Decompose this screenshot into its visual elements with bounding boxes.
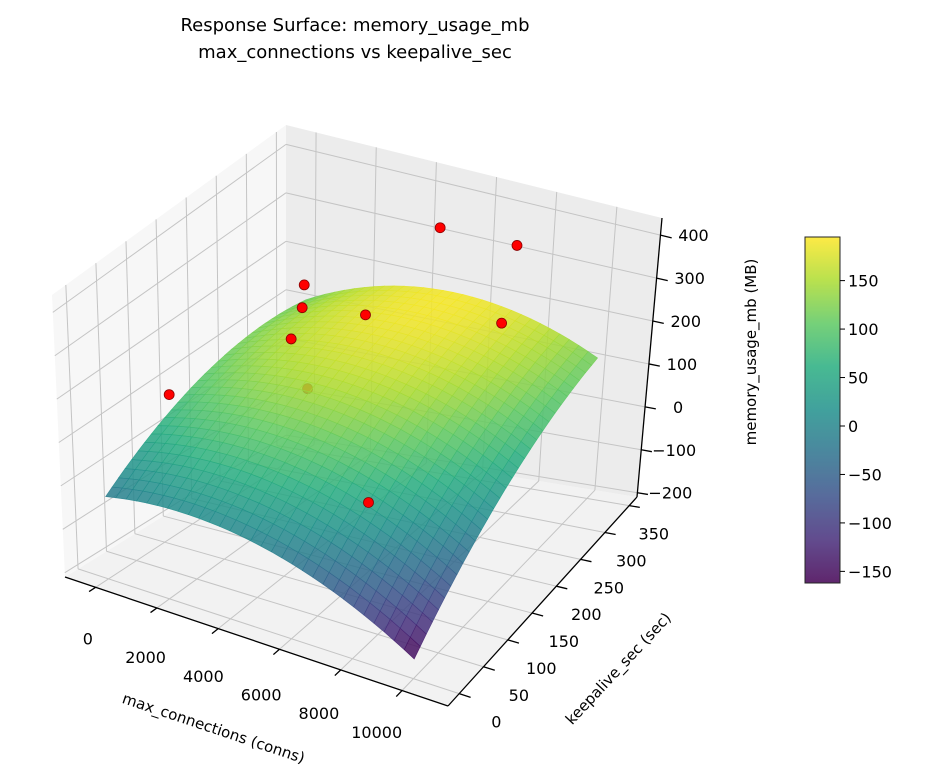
x-tick-label: 6000 <box>241 686 282 705</box>
z-gridline <box>285 192 657 279</box>
y-tick-label: 250 <box>594 578 625 597</box>
y-axis-line <box>447 496 638 707</box>
scatter-point <box>434 222 446 234</box>
z-tick <box>644 406 656 410</box>
axis-lines <box>64 217 672 707</box>
y-tick-label: 0 <box>491 713 501 732</box>
colorbar-tick-label: 100 <box>848 320 879 339</box>
colorbar-tick-label: −150 <box>848 562 892 581</box>
x-tick <box>272 648 280 656</box>
z-axis-label: memory_usage_mb (MB) <box>742 259 761 446</box>
z-tick-label: 0 <box>673 398 683 417</box>
scatter-points <box>163 222 523 508</box>
z-gridline <box>285 240 653 322</box>
y-tick <box>556 585 568 590</box>
y-tick-label: 200 <box>571 605 602 624</box>
y-gridline <box>95 263 107 552</box>
y-tick <box>483 666 495 671</box>
z-tick-label: 100 <box>667 355 698 374</box>
y-tick <box>507 639 520 644</box>
z-tick-label: 400 <box>678 226 709 245</box>
colorbar-tick-label: −50 <box>848 465 882 484</box>
y-gridline <box>77 568 460 695</box>
scatter-point <box>496 317 508 329</box>
scatter-point <box>298 279 310 291</box>
z-tick-label: −200 <box>648 484 692 503</box>
z-tick <box>637 492 649 496</box>
x-tick-label: 0 <box>83 629 93 648</box>
x-tick-label: 4000 <box>183 667 224 686</box>
x-tick <box>395 690 403 697</box>
x-tick <box>334 669 342 677</box>
z-tick <box>641 449 653 453</box>
scatter-point <box>360 309 371 321</box>
chart-title: Response Surface: memory_usage_mb <box>180 15 529 36</box>
y-tick <box>580 558 592 563</box>
y-gridline <box>65 284 79 569</box>
z-tick-label: 200 <box>670 312 701 331</box>
x-tick <box>150 607 158 614</box>
surface-patch <box>403 636 421 660</box>
z-tick <box>648 363 660 367</box>
colorbar-tick-label: 0 <box>848 417 858 436</box>
y-tick-label: 300 <box>616 551 647 570</box>
x-tick <box>88 586 96 593</box>
z-gridline <box>56 240 287 400</box>
z-gridline <box>58 289 287 443</box>
response-surface <box>105 285 599 660</box>
scatter-point <box>363 497 374 508</box>
tick-labels: 0200040006000800010000050100150200250300… <box>83 226 709 742</box>
y-tick-label: 100 <box>526 659 557 678</box>
z-gridline <box>54 192 287 357</box>
colorbar-tick-label: −100 <box>848 514 892 533</box>
scatter-point <box>163 389 175 400</box>
colorbar: 150 100 50 0 −50 −100 −150 <box>804 236 892 584</box>
colorbar-tick-label: 50 <box>848 369 868 388</box>
x-tick-label: 10000 <box>351 723 402 742</box>
y-tick-label: 150 <box>549 632 580 651</box>
scatter-point <box>296 302 308 314</box>
y-tick <box>531 612 544 617</box>
y-tick-label: 350 <box>639 525 670 544</box>
scatter-point <box>285 333 297 345</box>
z-axis-line <box>636 217 663 498</box>
z-tick-label: −100 <box>652 441 696 460</box>
x-tick-label: 8000 <box>299 704 340 723</box>
z-tick-label: 300 <box>674 269 705 288</box>
y-gridline <box>106 550 484 668</box>
x-axis-line <box>64 576 449 707</box>
x-tick-label: 2000 <box>125 648 166 667</box>
z-gridline <box>285 143 661 236</box>
colorbar-gradient <box>804 236 841 584</box>
z-tick <box>652 320 664 325</box>
y-tick <box>629 504 640 509</box>
x-tick <box>211 628 219 635</box>
z-tick <box>656 277 668 282</box>
z-tick <box>660 234 672 239</box>
x-gridline <box>594 206 618 491</box>
y-gridline <box>134 533 508 641</box>
y-tick <box>458 693 471 699</box>
x-gridline <box>401 489 596 691</box>
z-gridline <box>52 143 287 313</box>
colorbar-tick-label: 150 <box>848 272 879 291</box>
y-tick-label: 50 <box>509 686 529 705</box>
y-axis-label: keepalive_sec (sec) <box>562 609 676 729</box>
y-tick <box>604 531 616 536</box>
chart-subtitle: max_connections vs keepalive_sec <box>198 42 512 63</box>
scatter-point <box>511 240 523 251</box>
